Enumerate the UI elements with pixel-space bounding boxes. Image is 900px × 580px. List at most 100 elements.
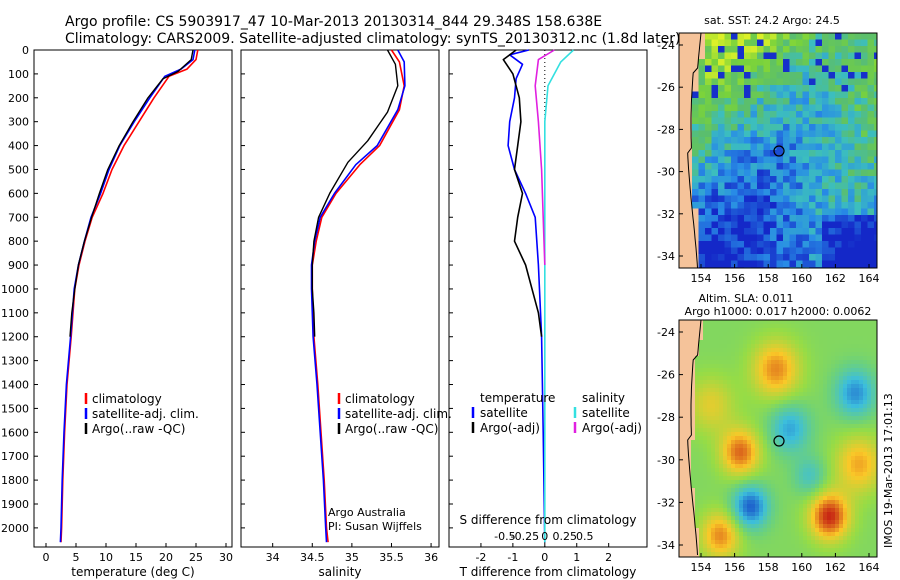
series-argo-raw-qc- [311, 49, 399, 337]
map-y-tick-label: -26 [657, 81, 675, 94]
sal-legend-climatology: climatology [345, 392, 415, 406]
diff-legend-t-argo: Argo(-adj) [480, 421, 540, 435]
y-tick-label: 800 [8, 235, 29, 248]
x-tick-label: 15 [129, 551, 143, 564]
y-tick-label: 600 [8, 187, 29, 200]
map-x-tick-label: 160 [791, 561, 812, 574]
s-tick-label: 0.5 [576, 530, 594, 543]
x-tick-label: 0 [541, 551, 548, 564]
sst-map-title: sat. SST: 24.2 Argo: 24.5 [704, 14, 840, 27]
map-x-tick-label: 162 [825, 272, 846, 285]
y-tick-label: 700 [8, 211, 29, 224]
y-tick-label: 1900 [1, 498, 29, 511]
y-tick-label: 500 [8, 163, 29, 176]
map-x-tick-label: 158 [758, 561, 779, 574]
legend-climatology: climatology [92, 392, 162, 406]
y-tick-label: 1200 [1, 331, 29, 344]
temperature-plot: 0100200300400500600700800900100011001200… [1, 44, 233, 564]
map-y-tick-label: -32 [657, 496, 675, 509]
x-tick-label: 2 [605, 551, 612, 564]
s-tick-label: 0 [541, 530, 548, 543]
x-tick-label: 30 [219, 551, 233, 564]
map-y-tick-label: -34 [657, 250, 675, 263]
difference-xlabel: T difference from climatology [459, 565, 637, 579]
map-x-tick-label: 158 [758, 272, 779, 285]
x-tick-label: 25 [189, 551, 203, 564]
difference-panel [448, 49, 648, 548]
salinity-panel [240, 49, 440, 548]
x-tick-label: 35.5 [379, 551, 404, 564]
y-tick-label: 100 [8, 68, 29, 81]
series-s-argo-adj- [534, 49, 555, 266]
map-x-tick-label: 164 [859, 272, 880, 285]
map-y-tick-label: -30 [657, 454, 675, 467]
pi-label: PI: Susan Wijffels [328, 520, 422, 533]
y-tick-label: 1600 [1, 426, 29, 439]
y-tick-label: 1100 [1, 307, 29, 320]
sla-map-title1: Altim. SLA: 0.011 [698, 292, 793, 305]
map-x-tick-label: 156 [724, 561, 745, 574]
x-tick-label: 35 [345, 551, 359, 564]
series-t-argo-adj- [502, 49, 543, 337]
coastline [687, 320, 702, 556]
map-x-tick-label: 156 [724, 272, 745, 285]
header-line2: Climatology: CARS2009. Satellite-adjuste… [65, 31, 680, 47]
map-y-tick-label: -26 [657, 369, 675, 382]
x-tick-label: 1 [573, 551, 580, 564]
diff-legend-salinity: salinity [582, 391, 625, 405]
temperature-legend: climatology satellite-adj. clim. Argo(..… [84, 392, 199, 436]
sla-map-title2: Argo h1000: 0.017 h2000: 0.0062 [685, 305, 872, 318]
temperature-xlabel: temperature (deg C) [71, 565, 194, 579]
y-tick-label: 1300 [1, 355, 29, 368]
x-tick-label: 34.5 [300, 551, 325, 564]
series-satellite-adj-clim- [59, 49, 196, 543]
difference-xlabel2: S difference from climatology [460, 513, 637, 527]
temperature-panel [33, 49, 233, 548]
argo-location-marker [773, 145, 785, 157]
y-tick-label: 1400 [1, 379, 29, 392]
y-tick-label: 1700 [1, 450, 29, 463]
x-tick-label: -2 [475, 551, 486, 564]
diff-legend-s-satellite: satellite [582, 406, 630, 420]
y-tick-label: 1800 [1, 474, 29, 487]
x-tick-label: 20 [159, 551, 173, 564]
salinity-legend: climatology satellite-adj. clim. Argo(..… [328, 392, 452, 533]
x-tick-label: 10 [99, 551, 113, 564]
coastline [687, 33, 702, 268]
header-line1: Argo profile: CS 5903917_47 10-Mar-2013 … [65, 14, 602, 30]
legend-satellite-adj: satellite-adj. clim. [92, 407, 199, 421]
map-y-tick-label: -30 [657, 166, 675, 179]
sal-legend-argo: Argo(..raw -QC) [345, 422, 438, 436]
diff-legend-t-satellite: satellite [480, 406, 528, 420]
y-tick-label: 1000 [1, 283, 29, 296]
y-tick-label: 200 [8, 92, 29, 105]
diff-legend-s-argo: Argo(-adj) [582, 421, 642, 435]
x-tick-label: 34 [266, 551, 280, 564]
map-x-tick-label: 162 [825, 561, 846, 574]
x-tick-label: -1 [507, 551, 518, 564]
imos-timestamp: IMOS 19-Mar-2013 17:01:13 [882, 393, 895, 548]
y-tick-label: 2000 [1, 522, 29, 535]
argo-australia-label: Argo Australia [328, 506, 406, 519]
series-s-satellite [543, 49, 575, 543]
map-y-tick-label: -28 [657, 123, 675, 136]
y-tick-label: 0 [22, 44, 29, 57]
difference-plot: -2 -1 0 1 2 -0.5-0.25 0 0.250.5 [449, 49, 612, 564]
series-satellite-adj-clim- [310, 49, 406, 543]
s-tick-label: -0.5 [494, 530, 515, 543]
diff-legend-temperature: temperature [480, 391, 555, 405]
map-x-tick-label: 154 [691, 272, 712, 285]
difference-legend: temperature satellite Argo(-adj) salinit… [471, 391, 642, 435]
series-climatology [60, 49, 199, 543]
argo-location-marker [773, 435, 785, 447]
s-tick-label: -0.25 [511, 530, 539, 543]
map-y-tick-label: -24 [657, 326, 675, 339]
map-x-tick-label: 154 [691, 561, 712, 574]
series-t-satellite [507, 49, 546, 543]
legend-argo: Argo(..raw -QC) [92, 422, 185, 436]
map-y-tick-label: -34 [657, 539, 675, 552]
x-tick-label: 36 [424, 551, 438, 564]
salinity-plot: 34 34.5 35 35.5 36 [241, 49, 438, 564]
y-tick-label: 400 [8, 140, 29, 153]
